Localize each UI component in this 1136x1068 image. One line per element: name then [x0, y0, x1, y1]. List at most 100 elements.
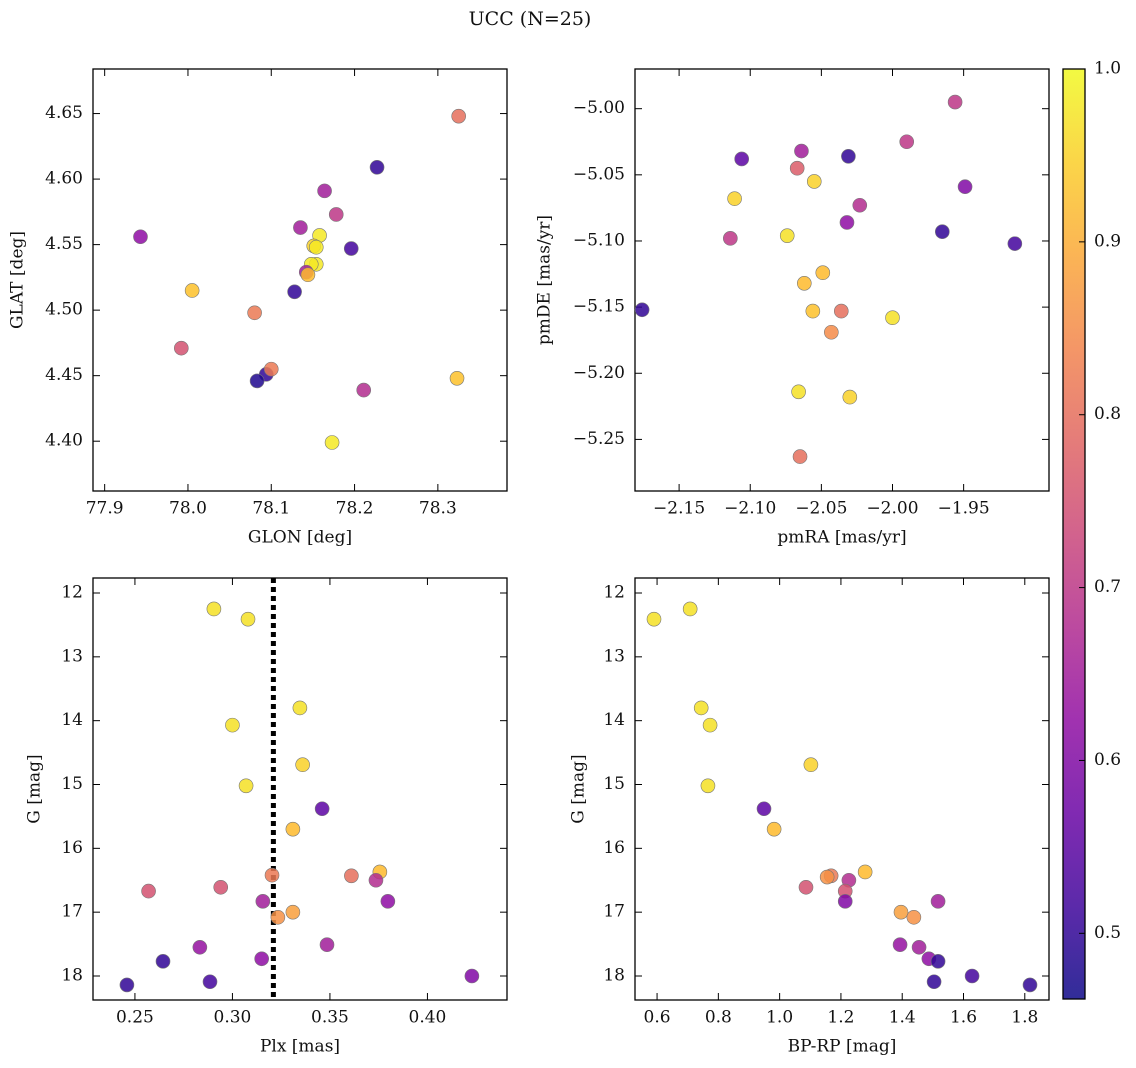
y-axis-label: pmDE [mas/yr]	[535, 215, 555, 345]
y-tick-label: −5.05	[573, 164, 625, 184]
star-point	[819, 869, 835, 885]
star-point	[254, 951, 269, 967]
star-point	[324, 435, 340, 450]
y-tick-label: 16	[61, 838, 83, 858]
x-tick-label: 1.6	[950, 1008, 977, 1028]
y-tick-label: 17	[61, 902, 83, 922]
star-point	[899, 134, 915, 150]
y-tick-label: 13	[603, 646, 625, 666]
star-point	[842, 389, 858, 405]
star-point	[184, 283, 200, 298]
star-point	[287, 284, 302, 300]
y-tick-label: 4.65	[45, 103, 83, 123]
star-point	[449, 370, 465, 386]
y-tick-label: 14	[61, 710, 83, 730]
star-point	[756, 801, 772, 817]
star-point	[240, 611, 256, 627]
x-tick-label: 78.1	[252, 499, 290, 519]
x-tick-label: 78.0	[169, 499, 207, 519]
colorbar-tick-label: 0.7	[1094, 577, 1121, 597]
y-tick-label: −5.10	[573, 230, 625, 250]
y-tick-label: 4.45	[45, 365, 83, 385]
star-point	[314, 801, 330, 817]
y-tick-label: 4.50	[45, 300, 83, 320]
y-tick-label: 4.60	[45, 169, 83, 189]
x-tick-label: −1.95	[938, 499, 990, 519]
y-tick-label: 15	[61, 774, 83, 794]
star-point	[682, 601, 698, 617]
star-point	[213, 879, 229, 895]
star-point	[841, 149, 856, 164]
x-tick-label: −2.10	[724, 499, 776, 519]
x-tick-label: 0.35	[311, 1008, 349, 1028]
star-point	[815, 265, 831, 281]
star-point	[133, 229, 148, 245]
x-tick-label: 77.9	[86, 499, 124, 519]
star-point	[964, 968, 980, 984]
star-point	[141, 883, 156, 899]
star-point	[317, 183, 332, 199]
star-point	[702, 717, 718, 733]
star-point	[1022, 977, 1038, 993]
y-tick-label: 15	[603, 774, 625, 794]
star-point	[911, 939, 927, 955]
y-tick-label: 18	[61, 965, 83, 985]
star-point	[806, 174, 822, 189]
colorbar-tick-label: 0.6	[1094, 750, 1121, 770]
star-point	[380, 894, 396, 909]
x-tick-label: 0.40	[409, 1008, 447, 1028]
star-point	[926, 974, 942, 990]
star-point	[255, 894, 271, 909]
star-point	[368, 872, 384, 888]
star-point	[947, 94, 963, 110]
y-tick-label: −5.15	[573, 297, 625, 317]
plot-frame	[92, 577, 508, 1001]
star-point	[295, 757, 310, 773]
x-tick-label: 78.3	[419, 499, 457, 519]
star-point	[634, 302, 650, 318]
star-point	[930, 894, 946, 909]
star-point	[791, 384, 806, 400]
colorbar-tick-label: 1.0	[1094, 59, 1121, 79]
y-axis-label: G [mag]	[569, 754, 589, 823]
y-tick-label: −5.25	[573, 429, 625, 449]
star-point	[206, 601, 222, 617]
star-point	[285, 821, 301, 837]
colorbar	[1062, 68, 1086, 1000]
y-tick-label: −5.00	[573, 98, 625, 118]
star-point	[906, 909, 922, 925]
star-point	[369, 159, 385, 175]
star-point	[119, 977, 135, 993]
x-tick-label: −2.05	[795, 499, 847, 519]
star-point	[734, 151, 750, 167]
star-point	[693, 700, 709, 716]
star-point	[934, 224, 950, 240]
star-point	[238, 778, 254, 794]
star-point	[319, 937, 335, 953]
x-tick-label: 0.25	[116, 1008, 154, 1028]
star-point	[270, 909, 286, 925]
y-tick-label: 18	[603, 965, 625, 985]
colorbar-tick-label: 0.9	[1094, 231, 1121, 251]
star-point	[285, 904, 301, 920]
star-point	[328, 207, 344, 222]
star-point	[264, 867, 280, 883]
y-tick-label: 16	[603, 838, 625, 858]
star-point	[464, 968, 480, 984]
colorbar-tick-label: 0.8	[1094, 404, 1121, 424]
colorbar-tick-label: 0.5	[1094, 923, 1121, 943]
star-point	[225, 717, 240, 733]
star-point	[202, 974, 218, 990]
star-point	[893, 904, 909, 920]
star-point	[957, 179, 973, 195]
x-tick-label: 0.8	[705, 1008, 732, 1028]
star-point	[308, 239, 324, 255]
x-tick-label: 0.30	[214, 1008, 252, 1028]
x-tick-label: 1.2	[827, 1008, 854, 1028]
star-point	[300, 267, 316, 283]
star-point	[766, 821, 782, 837]
star-point	[892, 937, 908, 953]
x-axis-label: Plx [mas]	[260, 1037, 340, 1057]
